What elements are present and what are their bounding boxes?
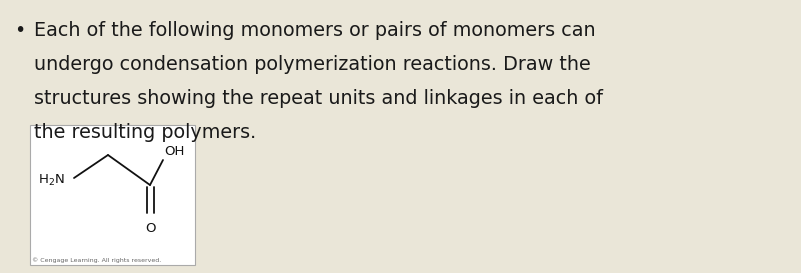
Text: O: O [145, 222, 155, 235]
Text: •: • [14, 21, 26, 40]
Text: structures showing the repeat units and linkages in each of: structures showing the repeat units and … [34, 89, 603, 108]
Text: OH: OH [164, 145, 184, 158]
Text: © Cengage Learning. All rights reserved.: © Cengage Learning. All rights reserved. [32, 257, 161, 263]
Text: H$_2$N: H$_2$N [38, 173, 65, 188]
Bar [30, 125, 195, 265]
Text: Each of the following monomers or pairs of monomers can: Each of the following monomers or pairs … [34, 21, 596, 40]
Text: the resulting polymers.: the resulting polymers. [34, 123, 256, 142]
Text: undergo condensation polymerization reactions. Draw the: undergo condensation polymerization reac… [34, 55, 591, 74]
